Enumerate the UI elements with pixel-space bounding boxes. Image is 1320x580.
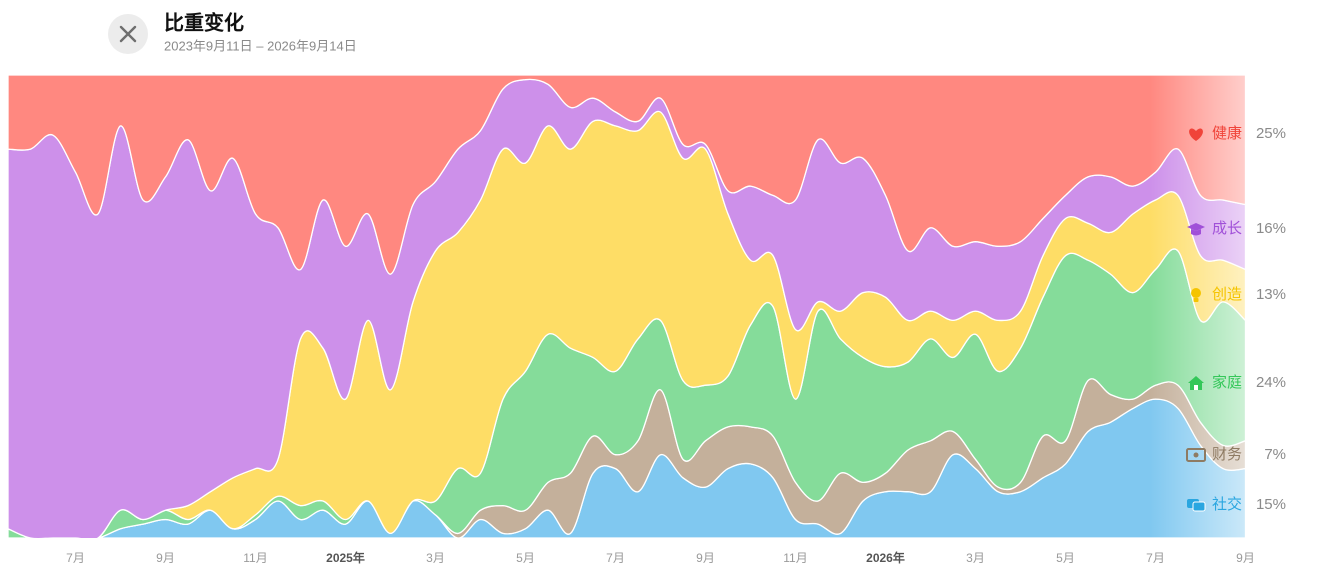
x-tick-label: 3月	[966, 551, 985, 565]
legend-label: 家庭	[1212, 374, 1242, 391]
icon-shape	[1193, 452, 1199, 458]
legend-label: 健康	[1212, 125, 1242, 142]
legend-icon	[1188, 376, 1204, 390]
icon-shape	[1193, 298, 1199, 302]
x-tick-label: 2025年	[326, 550, 365, 565]
icon-shape	[1188, 376, 1204, 390]
icon-shape	[1186, 448, 1206, 462]
icon-shape	[1194, 385, 1198, 390]
x-tick-label: 7月	[606, 551, 625, 565]
legend-icon	[1191, 288, 1201, 302]
icon-shape	[1189, 128, 1203, 141]
x-tick-label: 11月	[243, 551, 267, 565]
icon-shape	[1192, 501, 1206, 512]
legend-share: 15%	[1256, 496, 1286, 513]
x-tick-label: 7月	[66, 551, 85, 565]
icon-shape	[1191, 288, 1201, 298]
legend-share: 24%	[1256, 374, 1286, 391]
x-tick-label: 9月	[696, 551, 715, 565]
x-tick-label: 9月	[1236, 551, 1255, 565]
plot	[7, 75, 1263, 538]
legend-label: 财务	[1212, 446, 1242, 463]
fade-overlay	[1150, 75, 1263, 538]
x-tick-label: 3月	[426, 551, 445, 565]
icon-shape	[1191, 229, 1201, 236]
legend-share: 16%	[1256, 220, 1286, 237]
icon-shape	[1187, 223, 1205, 231]
x-tick-label: 7月	[1146, 551, 1165, 565]
close-button[interactable]	[108, 14, 148, 54]
legend-label: 成长	[1212, 220, 1242, 237]
legend-label: 社交	[1212, 495, 1242, 513]
legend-share: 25%	[1256, 125, 1286, 142]
x-tick-label: 5月	[516, 551, 535, 565]
subtitle: 2023年9月11日 – 2026年9月14日	[164, 38, 357, 53]
x-tick-label: 2026年	[866, 550, 905, 565]
legend-icon	[1189, 128, 1203, 141]
title: 比重变化	[164, 10, 244, 34]
legend-share: 13%	[1256, 286, 1286, 303]
x-tick-label: 5月	[1056, 551, 1075, 565]
legend-icon	[1187, 499, 1206, 512]
legend-share: 7%	[1264, 446, 1286, 463]
x-tick-label: 11月	[783, 551, 807, 565]
legend: 社交 15% 财务 7% 家庭 24% 创造 13% 成长 16% 健康 25%	[1186, 125, 1286, 513]
legend-icon	[1186, 448, 1206, 462]
x-tick-label: 9月	[156, 551, 175, 565]
x-axis: 7月 9月 11月 2025年 3月 5月 7月 9月 11月 2026年 3月 5月 7月 9月	[66, 550, 1255, 565]
legend-icon	[1187, 223, 1205, 236]
legend-label: 创造	[1212, 286, 1242, 303]
